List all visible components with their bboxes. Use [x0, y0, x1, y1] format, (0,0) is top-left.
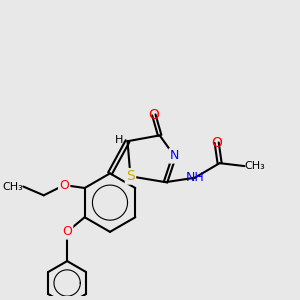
Text: H: H [115, 135, 123, 145]
Text: NH: NH [185, 171, 204, 184]
Text: O: O [148, 108, 159, 122]
Text: O: O [59, 178, 69, 192]
Text: O: O [62, 225, 72, 239]
Text: S: S [126, 169, 135, 183]
Text: CH₃: CH₃ [2, 182, 23, 191]
Text: O: O [211, 136, 222, 150]
Text: N: N [169, 149, 179, 162]
Text: CH₃: CH₃ [244, 161, 265, 171]
